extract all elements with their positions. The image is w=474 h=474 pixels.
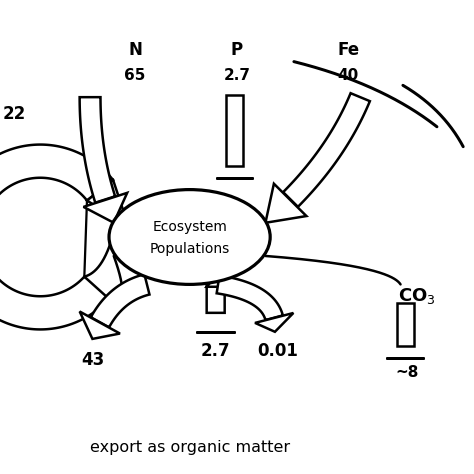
Text: export as organic matter: export as organic matter [90,440,290,456]
Text: 43: 43 [81,351,104,369]
Polygon shape [207,265,225,313]
Polygon shape [0,145,113,329]
Polygon shape [80,311,120,339]
Text: Fe: Fe [337,41,359,59]
Text: Ecosystem: Ecosystem [152,219,227,234]
Text: N: N [128,41,142,59]
Polygon shape [283,93,370,207]
Text: 22: 22 [2,105,26,123]
Polygon shape [91,274,149,328]
Polygon shape [217,275,283,320]
Text: Populations: Populations [149,242,230,256]
Text: 65: 65 [124,68,146,83]
Text: 0.01: 0.01 [257,342,298,360]
Polygon shape [255,313,293,332]
Text: 2.7: 2.7 [201,342,230,360]
Text: 2.7: 2.7 [224,68,250,83]
Text: ~8: ~8 [395,365,419,380]
Polygon shape [226,95,243,166]
Text: P: P [231,41,243,59]
Polygon shape [87,180,128,227]
Polygon shape [80,97,115,203]
Polygon shape [397,303,414,346]
Text: 40: 40 [338,68,359,83]
Polygon shape [83,193,127,223]
Text: CO$_3$: CO$_3$ [398,286,436,306]
Ellipse shape [109,190,270,284]
Polygon shape [265,184,306,223]
